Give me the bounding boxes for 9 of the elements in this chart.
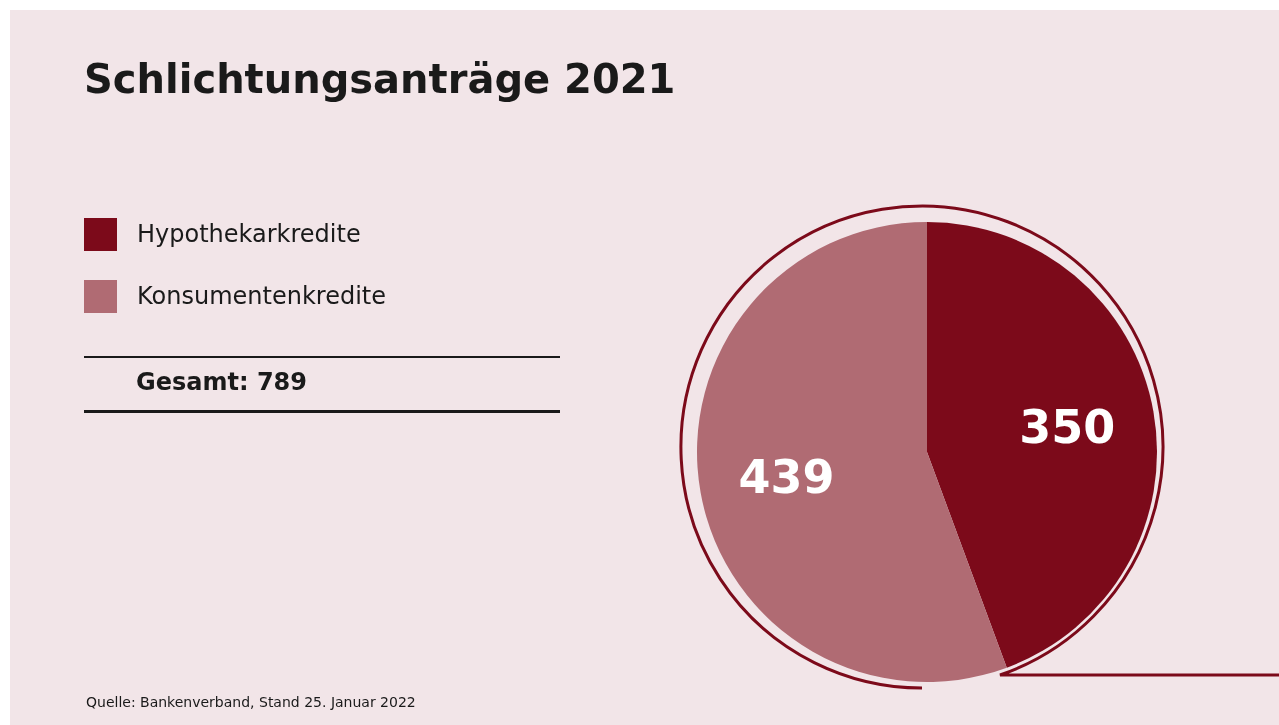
data-label: 439 [738,450,835,505]
chart-title: Schlichtungsanträge 2021 [84,56,676,102]
pie-slice [927,222,1157,668]
legend-label: Konsumentenkredite [137,282,386,310]
source-note: Quelle: Bankenverband, Stand 25. Januar 2022 [86,694,416,710]
pie-slice [697,222,1007,682]
legend-label: Hypothekarkredite [137,220,361,248]
data-label: 350 [1019,399,1116,454]
text: Gesamt: 789 [136,368,307,396]
